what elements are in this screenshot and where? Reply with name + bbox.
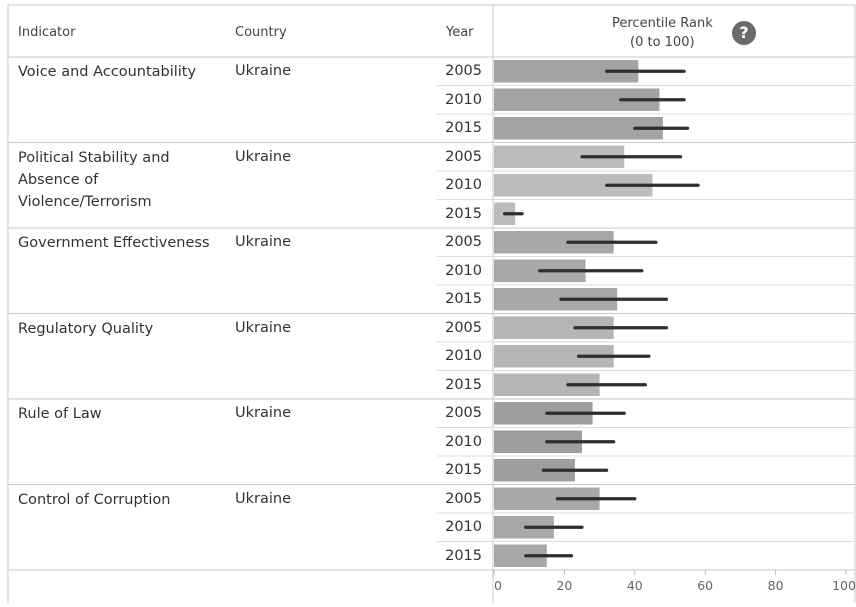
country-label: Ukraine <box>235 490 291 507</box>
bar <box>494 430 582 453</box>
bar <box>494 459 575 482</box>
indicator-label: Voice and Accountability <box>18 64 197 80</box>
x-tick-label: 0 <box>494 578 502 593</box>
country-label: Ukraine <box>235 148 291 165</box>
year-label: 2010 <box>445 519 482 535</box>
year-label: 2010 <box>445 177 482 193</box>
country-label: Ukraine <box>235 234 291 250</box>
bar <box>494 60 639 83</box>
x-tick-label: 40 <box>627 578 643 593</box>
bar <box>494 544 547 567</box>
bar <box>494 117 663 140</box>
year-label: 2015 <box>445 205 482 222</box>
bar <box>494 288 618 311</box>
country-label: Ukraine <box>235 405 291 421</box>
bar <box>494 88 660 111</box>
year-label: 2010 <box>445 433 482 450</box>
bar <box>494 516 554 539</box>
bar <box>494 174 653 197</box>
header-measure-line1: Percentile Rank <box>612 16 713 31</box>
year-label: 2005 <box>445 234 482 250</box>
indicator-label: Political Stability and Absence of Viole… <box>18 149 170 210</box>
indicator-label: Regulatory Quality <box>18 320 154 337</box>
indicator-label: Control of Corruption <box>18 491 171 508</box>
year-label: 2005 <box>445 405 482 421</box>
x-tick-label: 100 <box>832 578 856 593</box>
country-label: Ukraine <box>235 319 291 336</box>
header-year[interactable]: Year <box>446 25 474 40</box>
year-label: 2005 <box>445 148 482 165</box>
year-label: 2015 <box>445 120 482 136</box>
year-label: 2005 <box>445 319 482 336</box>
help-icon[interactable]: ? <box>732 21 756 45</box>
year-label: 2005 <box>445 490 482 507</box>
year-label: 2005 <box>445 63 482 79</box>
x-tick-label: 80 <box>768 578 784 593</box>
header-measure-line2: (0 to 100) <box>630 35 695 50</box>
bar <box>494 316 614 339</box>
indicator-label: Government Effectiveness <box>18 235 210 251</box>
bar <box>494 145 625 168</box>
header-indicator[interactable]: Indicator <box>18 25 76 40</box>
year-label: 2015 <box>445 462 482 478</box>
indicator-label: Rule of Law <box>18 406 102 422</box>
year-label: 2015 <box>445 291 482 307</box>
country-label: Ukraine <box>235 63 291 79</box>
bar <box>494 345 614 368</box>
year-label: 2015 <box>445 547 482 564</box>
x-tick-label: 60 <box>697 578 713 593</box>
x-tick-label: 20 <box>556 578 572 593</box>
bar <box>494 402 593 425</box>
bar <box>494 231 614 254</box>
year-label: 2010 <box>445 348 482 364</box>
header-country[interactable]: Country <box>235 25 287 40</box>
year-label: 2015 <box>445 376 482 393</box>
year-label: 2010 <box>445 262 482 279</box>
bar <box>494 373 600 396</box>
year-label: 2010 <box>445 91 482 108</box>
bar <box>494 487 600 510</box>
